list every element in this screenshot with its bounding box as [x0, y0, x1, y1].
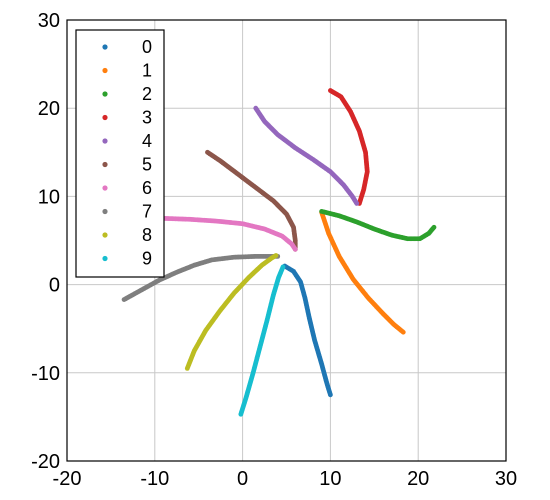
legend-marker — [102, 208, 108, 215]
series-9 — [238, 264, 286, 417]
legend-marker — [102, 232, 108, 238]
series-4 — [253, 105, 360, 206]
legend-label: 7 — [142, 202, 152, 222]
x-tick-label: -20 — [53, 468, 82, 490]
legend-label: 1 — [142, 61, 152, 81]
x-axis: -20 -10 0 10 20 30 — [53, 468, 518, 490]
legend-box — [75, 29, 165, 278]
series-0 — [282, 263, 333, 398]
legend: 0 1 2 3 4 5 6 7 8 9 — [75, 29, 165, 278]
legend-marker — [102, 161, 108, 168]
legend-label: 2 — [142, 84, 152, 104]
legend-item: 2 — [102, 84, 152, 104]
plot-frame — [66, 19, 507, 462]
legend-label: 6 — [142, 178, 152, 198]
legend-label: 5 — [142, 155, 152, 175]
legend-marker — [102, 44, 108, 50]
y-tick-label: 20 — [38, 98, 60, 120]
y-axis: -20 -10 0 10 20 30 — [31, 10, 60, 473]
legend-item: 6 — [102, 178, 152, 198]
data-point — [328, 392, 333, 398]
series-layer — [121, 88, 437, 417]
data-point — [354, 201, 360, 206]
legend-marker — [102, 114, 108, 121]
series-8 — [184, 253, 279, 371]
data-point — [292, 246, 298, 252]
legend-item: 7 — [102, 202, 152, 222]
legend-item: 3 — [102, 108, 152, 128]
y-tick-label: 0 — [49, 275, 60, 297]
legend-item: 4 — [102, 131, 152, 151]
x-tick-label: -10 — [140, 468, 169, 490]
y-tick-label: -10 — [31, 363, 60, 385]
legend-marker — [102, 138, 108, 144]
legend-label: 3 — [142, 108, 152, 128]
legend-label: 8 — [142, 225, 152, 245]
legend-marker — [102, 185, 108, 191]
y-tick-label: 10 — [38, 186, 60, 208]
series-1 — [319, 209, 406, 335]
legend-item: 1 — [102, 61, 152, 81]
series-5 — [205, 149, 298, 252]
y-tick-label: 30 — [38, 10, 60, 32]
legend-item: 8 — [102, 225, 152, 245]
data-point — [280, 264, 286, 270]
legend-label: 0 — [142, 37, 152, 57]
data-point — [273, 253, 279, 258]
data-point — [400, 329, 406, 335]
legend-marker — [102, 67, 108, 74]
legend-item: 5 — [102, 155, 152, 175]
legend-label: 4 — [142, 131, 152, 151]
x-tick-label: 30 — [495, 468, 517, 490]
series-6 — [162, 216, 298, 252]
legend-marker — [102, 255, 108, 262]
series-2 — [319, 208, 437, 242]
data-point — [431, 224, 437, 230]
legend-marker — [102, 91, 108, 97]
x-tick-label: 0 — [237, 468, 248, 490]
series-3 — [328, 88, 370, 206]
legend-item: 0 — [102, 37, 152, 57]
x-tick-label: 10 — [319, 468, 341, 490]
legend-item: 9 — [102, 249, 152, 269]
series-7 — [121, 253, 281, 302]
x-tick-label: 20 — [407, 468, 429, 490]
y-tick-label: -20 — [31, 451, 60, 473]
legend-label: 9 — [142, 249, 152, 269]
